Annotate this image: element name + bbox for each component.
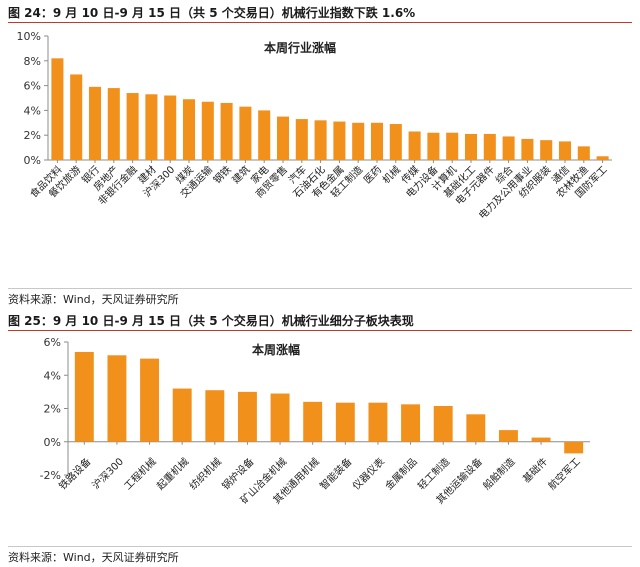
bar [368,402,388,442]
category-label: 金属制品 [382,455,419,492]
subsector-weekly-change-chart: 本周涨幅 -2%0%2%4%6% 铁路设备沪深300工程机械起重机械纺织机械锅炉… [40,336,590,507]
bar [483,133,496,160]
y-tick-label: 8% [24,55,41,68]
category-label: 铁路设备 [56,455,93,492]
category-label: 基础件 [520,455,550,485]
bar [408,131,421,160]
bar [239,106,252,160]
bar [303,401,323,442]
bar [427,132,440,160]
bar [145,94,158,160]
bar [577,146,590,160]
category-label: 起重机械 [154,455,191,492]
category-label: 建筑 [229,163,252,186]
bar [140,358,160,442]
bar [270,393,290,442]
y-tick-label: 10% [17,30,41,43]
y-tick-label: 6% [24,80,41,93]
chart2-title: 本周涨幅 [252,342,300,357]
y-tick-label: 4% [24,104,41,117]
bar [74,351,94,442]
bar [220,102,233,160]
y-tick-label: 0% [44,436,61,449]
figure-24-source: 资料来源：Wind，天风证券研究所 [8,288,632,309]
bar [370,122,384,160]
bar [182,99,196,160]
bar [464,133,478,160]
figure-24-caption: 图 24：9 月 10 日-9 月 15 日（共 5 个交易日）机械行业指数下跌… [8,4,632,23]
bar [446,132,459,160]
category-label: 仪器仪表 [350,455,387,492]
y-tick-label: 4% [44,369,61,382]
bar [70,74,83,160]
figure-25-source: 资料来源：Wind，天风证券研究所 [8,546,632,567]
category-label: 智能装备 [317,455,354,492]
bar [531,437,551,442]
bar [126,93,139,160]
bar [502,136,515,160]
category-label: 医药 [361,164,384,187]
y-tick-label: 0% [24,154,41,167]
bar [314,120,327,160]
bar [201,101,214,160]
bar [107,88,120,160]
bar [564,441,584,454]
bar [389,124,402,160]
category-label: 工程机械 [121,455,158,492]
bar [51,58,64,160]
category-label: 纺织机械 [186,455,223,492]
bar [172,388,192,442]
bar [237,391,257,442]
bar [401,404,421,442]
chart1-title: 本周行业涨幅 [264,40,336,55]
bar [205,390,225,442]
bar [295,119,308,160]
bar [164,95,177,160]
y-tick-label: 2% [44,403,61,416]
bar [352,122,365,160]
bar [498,430,518,442]
bar [333,121,346,160]
bar [258,110,271,160]
bar [558,141,572,160]
bar [596,156,609,160]
category-label: 航空军工 [545,455,582,492]
bar [335,402,355,442]
bar [276,116,290,160]
industry-weekly-change-chart: 本周行业涨幅 0%2%4%6%8%10% 食品饮料餐饮旅游银行房地产非银行金融建… [17,30,612,222]
bar [540,140,553,160]
category-label: 沪深300 [89,455,126,492]
figure-25-caption: 图 25：9 月 10 日-9 月 15 日（共 5 个交易日）机械行业细分子板… [8,312,632,331]
y-tick-label: 6% [44,336,61,349]
y-tick-label: 2% [24,129,41,142]
bar [433,406,453,442]
category-label: 船舶制造 [480,455,517,492]
y-tick-label: -2% [40,469,61,482]
bar [107,355,127,442]
category-label: 钢铁 [210,163,233,186]
bar [88,86,102,160]
bar [521,138,534,160]
bar [466,414,486,442]
category-label: 机械 [380,163,403,186]
